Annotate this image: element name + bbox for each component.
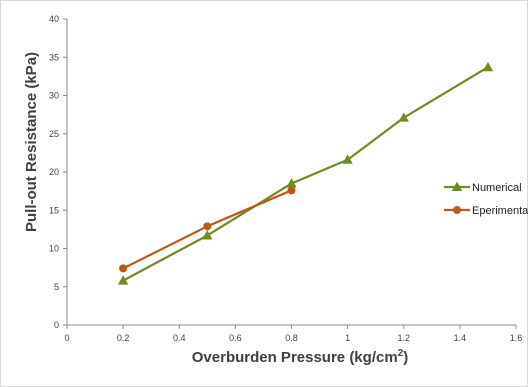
x-axis-ticks: 0 0.2 0.4 0.6 0.8 1 1.2 1.4 1.6 (64, 325, 522, 343)
y-tick-label: 30 (49, 91, 59, 101)
data-point-numerical (482, 61, 494, 72)
x-tick-label: 0.6 (229, 333, 242, 343)
x-tick-label: 1.6 (510, 333, 523, 343)
series-line-numerical (122, 66, 489, 282)
legend: Numerical Eperimental (444, 181, 528, 217)
data-point-numerical (117, 275, 129, 285)
legend-marker-numerical (451, 181, 463, 192)
data-point-eperimental (287, 186, 296, 195)
data-point-numerical (398, 112, 409, 122)
series-layer (117, 61, 494, 285)
x-tick-label: 0.4 (173, 333, 186, 343)
data-point-eperimental (203, 222, 212, 231)
series-numerical (117, 61, 494, 285)
legend-item-eperimental: Eperimental (444, 205, 528, 217)
y-tick-label: 40 (49, 14, 59, 24)
y-tick-label: 0 (54, 320, 59, 330)
x-tick-label: 0.8 (285, 333, 298, 343)
legend-label-eperimental: Eperimental (472, 205, 528, 217)
y-tick-label: 15 (49, 205, 59, 215)
x-axis-title: Overburden Pressure (kg/cm2) (192, 348, 408, 366)
y-tick-label: 20 (49, 167, 59, 177)
x-tick-label: 1.2 (397, 333, 410, 343)
x-tick-label: 1 (345, 333, 350, 343)
data-point-numerical (342, 154, 353, 164)
x-axis-title-superscript: 2 (398, 348, 404, 359)
y-axis-ticks: 0 5 10 15 20 25 30 35 40 (49, 14, 67, 330)
legend-item-numerical: Numerical (444, 181, 522, 194)
x-tick-label: 0 (64, 333, 69, 343)
x-tick-label: 0.2 (117, 333, 130, 343)
legend-label-numerical: Numerical (472, 182, 522, 194)
data-point-numerical (202, 230, 213, 240)
series-eperimental (119, 186, 296, 273)
y-tick-label: 5 (54, 282, 59, 292)
x-axis-title-main: Overburden Pressure (kg/cm (192, 349, 398, 366)
legend-marker-eperimental (452, 205, 461, 214)
x-tick-label: 1.4 (454, 333, 467, 343)
y-axis-title: Pull-out Resistance (kPa) (23, 52, 40, 232)
x-axis-title-suffix: ) (403, 349, 408, 366)
data-point-eperimental (119, 264, 128, 273)
y-tick-label: 10 (49, 244, 59, 254)
y-tick-label: 25 (49, 129, 59, 139)
y-tick-label: 35 (49, 52, 59, 62)
